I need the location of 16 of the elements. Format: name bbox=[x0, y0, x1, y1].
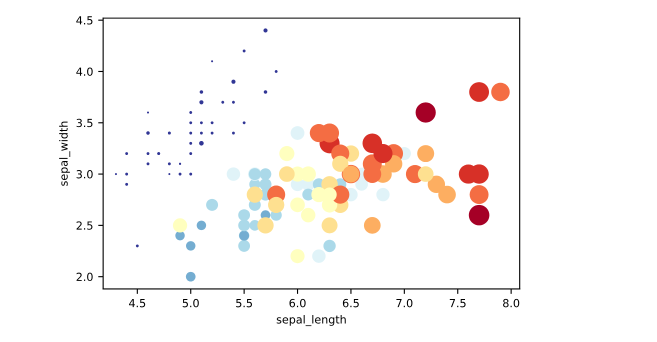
x-tick-label: 6.5 bbox=[342, 298, 359, 308]
x-tick-label: 5.0 bbox=[182, 298, 199, 308]
y-tick-label: 3.0 bbox=[76, 170, 93, 178]
x-tick-label: 7.5 bbox=[450, 299, 466, 308]
x-axis-title: sepal_length bbox=[276, 315, 346, 326]
x-tick-label: 5.5 bbox=[236, 299, 252, 308]
x-tick-label: 6.0 bbox=[289, 298, 306, 308]
x-tick-label: 7.0 bbox=[396, 298, 412, 308]
y-tick-label: 3.5 bbox=[76, 118, 92, 128]
y-tick-label: 2.5 bbox=[76, 221, 92, 230]
y-tick-label: 2.0 bbox=[76, 272, 93, 282]
y-tick-label: 4.0 bbox=[76, 67, 93, 76]
x-tick-label: 4.5 bbox=[129, 299, 146, 308]
y-tick-label: 4.5 bbox=[76, 16, 92, 25]
y-axis-title: sepal_width bbox=[59, 122, 70, 186]
x-tick-label: 8.0 bbox=[503, 298, 520, 308]
